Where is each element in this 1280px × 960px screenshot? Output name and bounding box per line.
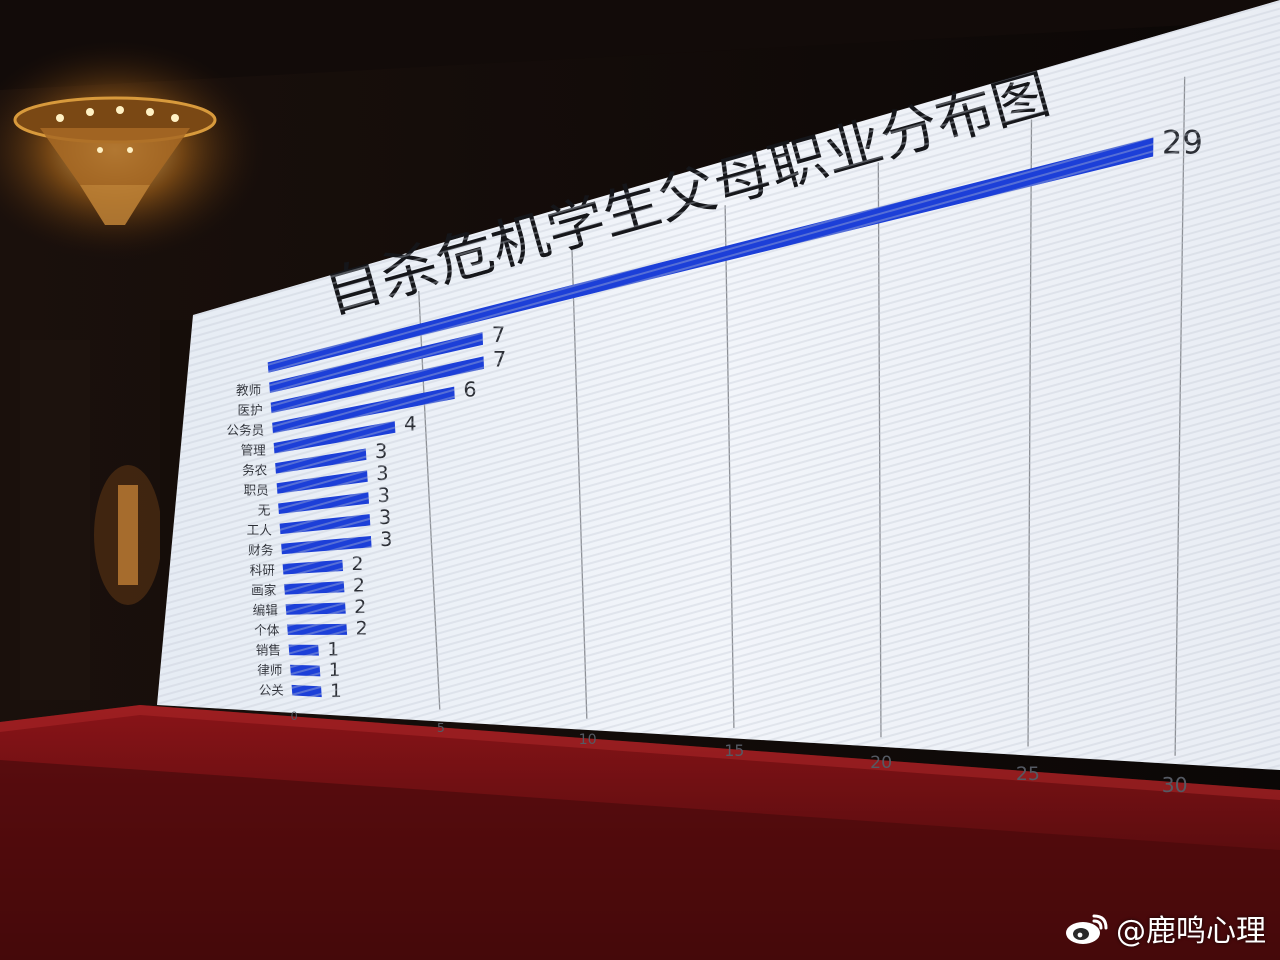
bar	[267, 137, 1154, 373]
gridline	[571, 248, 588, 719]
bar	[287, 623, 348, 635]
gridline	[877, 162, 882, 738]
gridline	[1174, 76, 1186, 756]
data-label: 2	[356, 618, 368, 639]
chandelier	[0, 40, 265, 260]
bar	[270, 356, 485, 414]
data-label: 2	[352, 554, 364, 575]
data-label: 7	[493, 347, 507, 372]
category-label: 个体	[254, 622, 280, 637]
bar	[281, 535, 372, 555]
watermark: @鹿鸣心理	[1064, 908, 1266, 949]
data-label: 2	[353, 575, 365, 596]
bar	[269, 332, 484, 393]
data-label: 1	[330, 681, 342, 702]
category-label: 公务员	[226, 422, 264, 437]
category-label: 公关	[259, 682, 285, 697]
category-label: 职员	[244, 482, 269, 497]
bar	[284, 581, 345, 595]
category-label: 科研	[250, 562, 276, 577]
data-label: 3	[376, 462, 388, 485]
data-label: 1	[329, 660, 341, 681]
category-label: 教师	[236, 382, 261, 397]
gridline	[1027, 119, 1033, 747]
x-tick-label: 15	[724, 741, 744, 760]
weibo-icon	[1066, 914, 1108, 944]
data-label: 4	[404, 413, 417, 436]
category-label: 销售	[256, 642, 281, 657]
bar	[285, 602, 346, 615]
bar	[282, 559, 344, 575]
category-label: 编辑	[253, 602, 279, 617]
category-label: 律师	[257, 662, 282, 677]
bar	[278, 492, 370, 514]
category-label: 无	[258, 502, 271, 517]
bar	[290, 664, 321, 677]
data-label: 6	[463, 378, 476, 402]
category-label: 医护	[238, 402, 263, 417]
gridline	[724, 205, 735, 728]
wall-sconce	[94, 465, 162, 605]
bar	[272, 386, 455, 434]
category-label: 管理	[241, 442, 267, 457]
data-label: 29	[1162, 123, 1203, 161]
x-tick-label: 20	[870, 753, 892, 773]
bar	[288, 644, 319, 656]
data-label: 2	[354, 597, 366, 618]
data-label: 3	[379, 506, 391, 529]
bar	[291, 684, 322, 698]
bar	[275, 448, 367, 474]
gridline	[418, 290, 441, 710]
bar	[279, 514, 371, 535]
x-tick-label: 0	[291, 710, 298, 723]
category-label: 画家	[251, 582, 277, 597]
x-tick-label: 5	[437, 720, 445, 735]
x-tick-label: 30	[1162, 773, 1188, 797]
watermark-text: @鹿鸣心理	[1116, 914, 1266, 949]
x-tick-label: 25	[1016, 763, 1040, 785]
screen-surface	[157, 0, 1280, 770]
bar	[273, 421, 396, 454]
data-label: 3	[378, 484, 390, 507]
data-label: 7	[492, 323, 506, 348]
x-tick-label: 10	[579, 732, 597, 748]
bar	[276, 470, 368, 494]
category-label: 财务	[248, 542, 274, 557]
category-label: 工人	[247, 522, 273, 537]
data-label: 3	[375, 440, 387, 463]
category-label: 务农	[242, 462, 268, 477]
data-label: 1	[327, 639, 339, 660]
data-label: 3	[380, 528, 392, 551]
